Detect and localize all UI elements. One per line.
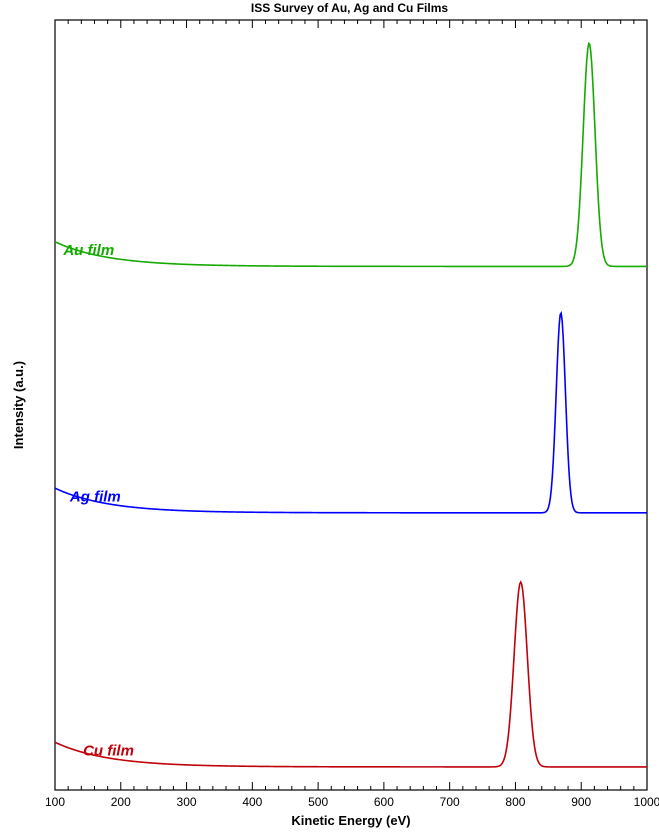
chart-title: ISS Survey of Au, Ag and Cu Films bbox=[251, 1, 448, 15]
xtick-label: 500 bbox=[308, 795, 328, 809]
xtick-label: 800 bbox=[505, 795, 525, 809]
series-label-cu-film: Cu film bbox=[83, 742, 134, 759]
series-ag-film bbox=[55, 313, 647, 513]
xtick-label: 700 bbox=[440, 795, 460, 809]
xtick-label: 900 bbox=[571, 795, 591, 809]
chart-container: ISS Survey of Au, Ag and Cu Films 100 200 3… bbox=[0, 0, 659, 835]
plot-border bbox=[55, 20, 647, 790]
y-axis-label: Intensity (a.u.) bbox=[11, 361, 26, 449]
series-label-au-film: Au film bbox=[62, 242, 114, 259]
series-au-film bbox=[55, 43, 647, 266]
chart-svg: ISS Survey of Au, Ag and Cu Films 100 200 3… bbox=[0, 0, 659, 835]
x-axis-label: Kinetic Energy (eV) bbox=[291, 813, 410, 828]
series-label-ag-film: Ag film bbox=[69, 488, 121, 505]
xtick-label: 400 bbox=[242, 795, 262, 809]
xtick-label: 100 bbox=[45, 795, 65, 809]
xtick-label: 300 bbox=[177, 795, 197, 809]
xtick-label: 200 bbox=[111, 795, 131, 809]
xtick-label: 600 bbox=[374, 795, 394, 809]
series-cu-film bbox=[55, 582, 647, 767]
xtick-label: 1000 bbox=[634, 795, 659, 809]
